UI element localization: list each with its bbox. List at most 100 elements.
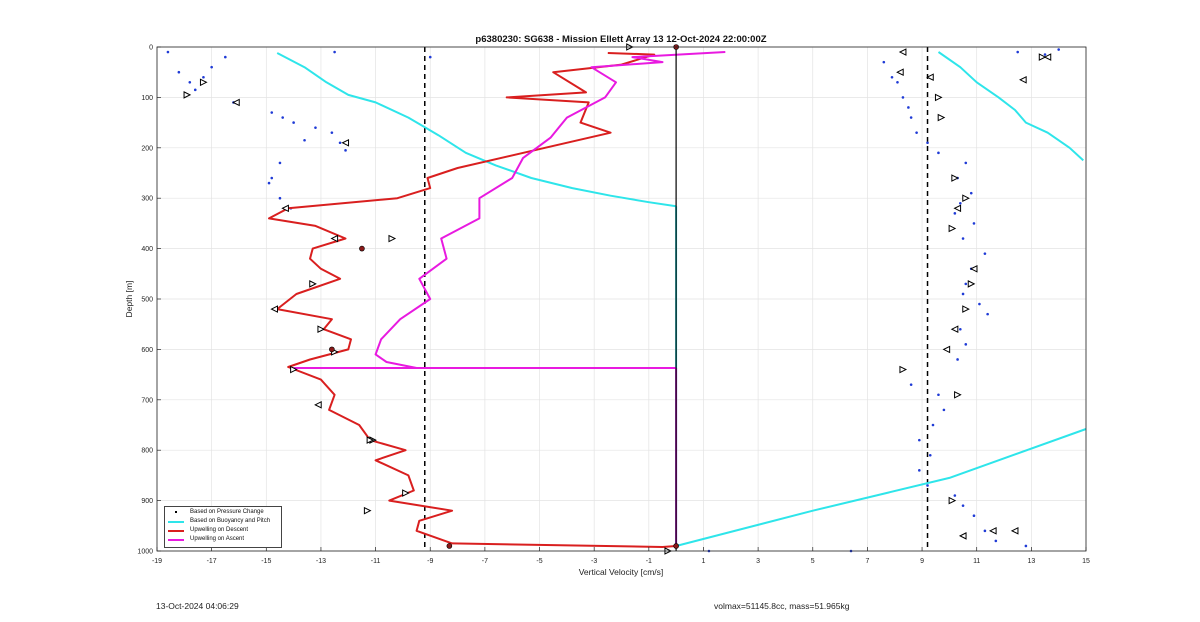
x-tick-label: -5: [536, 558, 542, 565]
right-triangle-marker: [951, 174, 959, 182]
x-tick-label: 7: [865, 558, 869, 565]
left-triangle-marker: [314, 401, 322, 409]
upwelling-on-descent-line: [268, 52, 677, 548]
right-triangle-marker: [366, 436, 375, 444]
legend-swatch-descent: [168, 530, 184, 532]
based-on-pressure-change-point: [909, 116, 913, 119]
x-tick-label: -11: [371, 558, 381, 565]
left-triangle-marker: [898, 48, 907, 56]
based-on-pressure-change-point: [292, 121, 295, 124]
tick-layer: -19 -17 -15 -13 -11 -9 -7 -5 -3 -1 1 3 5 7 9 11 13 150100…: [137, 45, 1090, 566]
left-triangle-marker: [1043, 53, 1052, 61]
right-triangle-marker: [402, 489, 410, 497]
y-tick-label: 300: [141, 196, 153, 203]
based-on-pressure-change-point: [338, 141, 342, 145]
based-on-pressure-change-point: [278, 161, 282, 165]
marker-layer: [183, 43, 1052, 555]
left-triangle-marker: [270, 305, 278, 313]
y-tick-label: 800: [141, 448, 153, 455]
legend-item-descent: Upwelling on Descent: [165, 526, 281, 534]
chart-title: p6380230: SG638 - Mission Ellett Array 1…: [475, 34, 766, 45]
y-tick-label: 400: [141, 246, 153, 253]
left-triangle-marker: [988, 527, 997, 535]
legend-label-buoyancy: Based on Buoyancy and Pitch: [190, 518, 271, 524]
based-on-pressure-change-point: [986, 312, 989, 316]
left-triangle-marker: [341, 138, 350, 147]
right-triangle-marker: [934, 93, 943, 102]
based-on-pressure-change-point: [937, 151, 940, 155]
based-on-pressure-change-point: [931, 423, 935, 427]
x-tick-label: -9: [427, 558, 433, 565]
x-tick-label: -1: [646, 558, 652, 565]
based-on-pressure-change-point: [953, 494, 957, 497]
based-on-pressure-change-point: [1016, 50, 1019, 54]
footer-stats: volmax=51145.8cc, mass=51.965kg: [714, 601, 850, 611]
based-on-pressure-change-point: [193, 88, 197, 92]
based-on-pressure-change-point: [330, 131, 334, 134]
left-triangle-marker: [1010, 527, 1019, 535]
left-triangle-marker: [958, 532, 967, 540]
based-on-pressure-change-point: [918, 469, 921, 472]
right-triangle-marker: [309, 280, 317, 288]
right-triangle-marker: [388, 234, 397, 243]
left-triangle-marker: [969, 264, 978, 273]
right-triangle-marker: [290, 365, 298, 374]
based-on-pressure-change-point: [928, 453, 932, 457]
based-on-pressure-change-point: [188, 80, 192, 84]
based-on-buoyancy-and-pitch-line: [675, 428, 1087, 547]
based-on-pressure-change-point: [1024, 544, 1028, 548]
upwelling-on-ascent-line: [374, 51, 726, 369]
x-axis-label: Vertical Velocity [cm/s]: [579, 567, 664, 577]
left-triangle-marker: [926, 73, 934, 82]
based-on-pressure-change-point: [224, 55, 227, 59]
based-on-pressure-change-point: [964, 282, 968, 286]
right-triangle-marker: [962, 194, 970, 203]
y-tick-label: 1000: [137, 549, 153, 556]
based-on-pressure-change-point: [333, 50, 336, 54]
based-on-pressure-change-point: [344, 149, 347, 152]
left-triangle-marker: [281, 204, 289, 213]
based-on-pressure-change-point: [314, 126, 317, 129]
based-on-pressure-change-point: [278, 196, 282, 200]
based-on-pressure-change-point: [956, 358, 959, 361]
based-on-pressure-change-point: [978, 302, 981, 306]
right-triangle-marker: [899, 365, 908, 374]
legend-swatch-ascent: [168, 539, 184, 541]
based-on-pressure-change-point: [937, 393, 940, 397]
right-triangle-marker: [967, 280, 976, 288]
y-tick-label: 0: [149, 45, 153, 52]
right-triangle-marker: [948, 496, 957, 505]
based-on-pressure-change-point: [303, 138, 306, 142]
based-on-pressure-change-point: [972, 222, 976, 225]
filled-circle-marker: [359, 245, 365, 252]
reference-lines: [424, 47, 929, 551]
legend-label-ascent: Upwelling on Ascent: [190, 536, 245, 542]
y-tick-label: 500: [141, 297, 153, 304]
based-on-pressure-change-point: [959, 201, 962, 205]
based-on-pressure-change-point: [961, 237, 965, 240]
based-on-pressure-change-point: [901, 96, 905, 99]
based-on-pressure-change-point: [210, 65, 213, 69]
based-on-pressure-change-point: [909, 383, 913, 386]
based-on-pressure-change-point: [1043, 53, 1047, 56]
based-on-pressure-change-point: [961, 292, 965, 296]
x-tick-label: -15: [261, 558, 271, 565]
based-on-pressure-change-point: [428, 55, 432, 59]
based-on-pressure-change-point: [983, 529, 987, 533]
left-triangle-marker: [330, 234, 339, 243]
based-on-pressure-change-point: [918, 438, 921, 442]
based-on-pressure-change-point: [972, 514, 976, 518]
right-triangle-marker: [199, 78, 208, 87]
based-on-pressure-change-point: [890, 75, 894, 79]
based-on-pressure-change-point: [270, 176, 274, 180]
legend-label-descent: Upwelling on Descent: [190, 527, 249, 533]
right-triangle-marker: [363, 506, 372, 515]
based-on-pressure-change-point: [964, 343, 968, 346]
x-tick-label: 13: [1027, 558, 1035, 565]
x-tick-label: -13: [316, 558, 326, 565]
right-triangle-marker: [954, 390, 962, 399]
right-triangle-marker: [183, 91, 192, 99]
based-on-pressure-change-point: [942, 408, 946, 412]
right-triangle-marker: [948, 224, 957, 233]
left-triangle-marker: [232, 98, 240, 107]
